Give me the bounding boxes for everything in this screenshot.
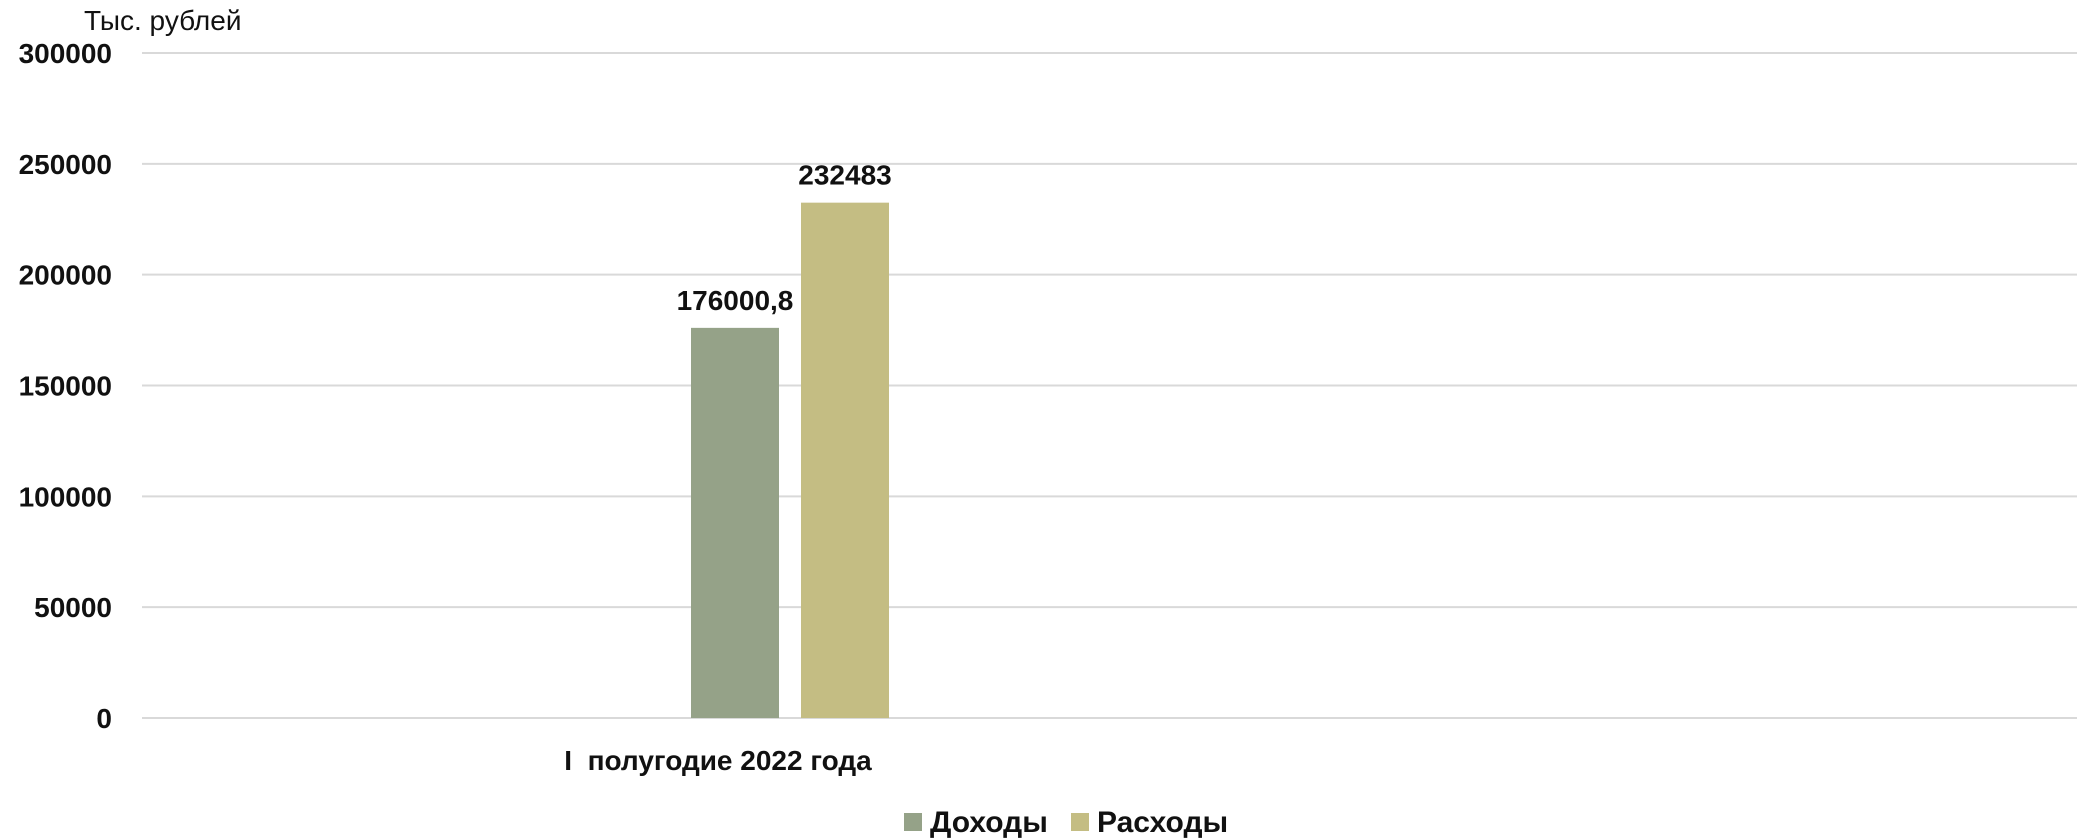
x-axis-categories: I полугодие 2022 года bbox=[564, 745, 872, 776]
y-tick-label: 250000 bbox=[19, 149, 112, 180]
y-axis-ticks: 0 50000 100000 150000 200000 250000 300000 bbox=[19, 38, 112, 734]
y-tick-label: 300000 bbox=[19, 38, 112, 69]
legend-label: Доходы bbox=[930, 806, 1048, 839]
bar-dohody bbox=[691, 327, 779, 718]
legend-item-rashody[interactable]: Расходы bbox=[1071, 806, 1228, 839]
bar-rashody bbox=[801, 202, 889, 718]
y-tick-label: 0 bbox=[96, 703, 112, 734]
legend-swatch bbox=[1071, 813, 1089, 831]
x-category-label: I полугодие 2022 года bbox=[564, 745, 872, 776]
gridlines bbox=[142, 52, 2077, 719]
y-tick-label: 150000 bbox=[19, 371, 112, 402]
y-tick-label: 50000 bbox=[34, 592, 112, 623]
data-labels: 176000,8 232483 bbox=[677, 160, 892, 316]
y-axis-label: Тыс. рублей bbox=[84, 5, 241, 36]
legend-label: Расходы bbox=[1097, 806, 1228, 839]
bar-value-label: 176000,8 bbox=[677, 285, 794, 316]
y-tick-label: 100000 bbox=[19, 481, 112, 512]
bar-value-label: 232483 bbox=[798, 160, 891, 191]
legend-swatch bbox=[904, 813, 922, 831]
legend[interactable]: Доходы Расходы bbox=[904, 806, 1228, 839]
bars bbox=[691, 202, 889, 718]
legend-item-dohody[interactable]: Доходы bbox=[904, 806, 1048, 839]
y-tick-label: 200000 bbox=[19, 260, 112, 291]
